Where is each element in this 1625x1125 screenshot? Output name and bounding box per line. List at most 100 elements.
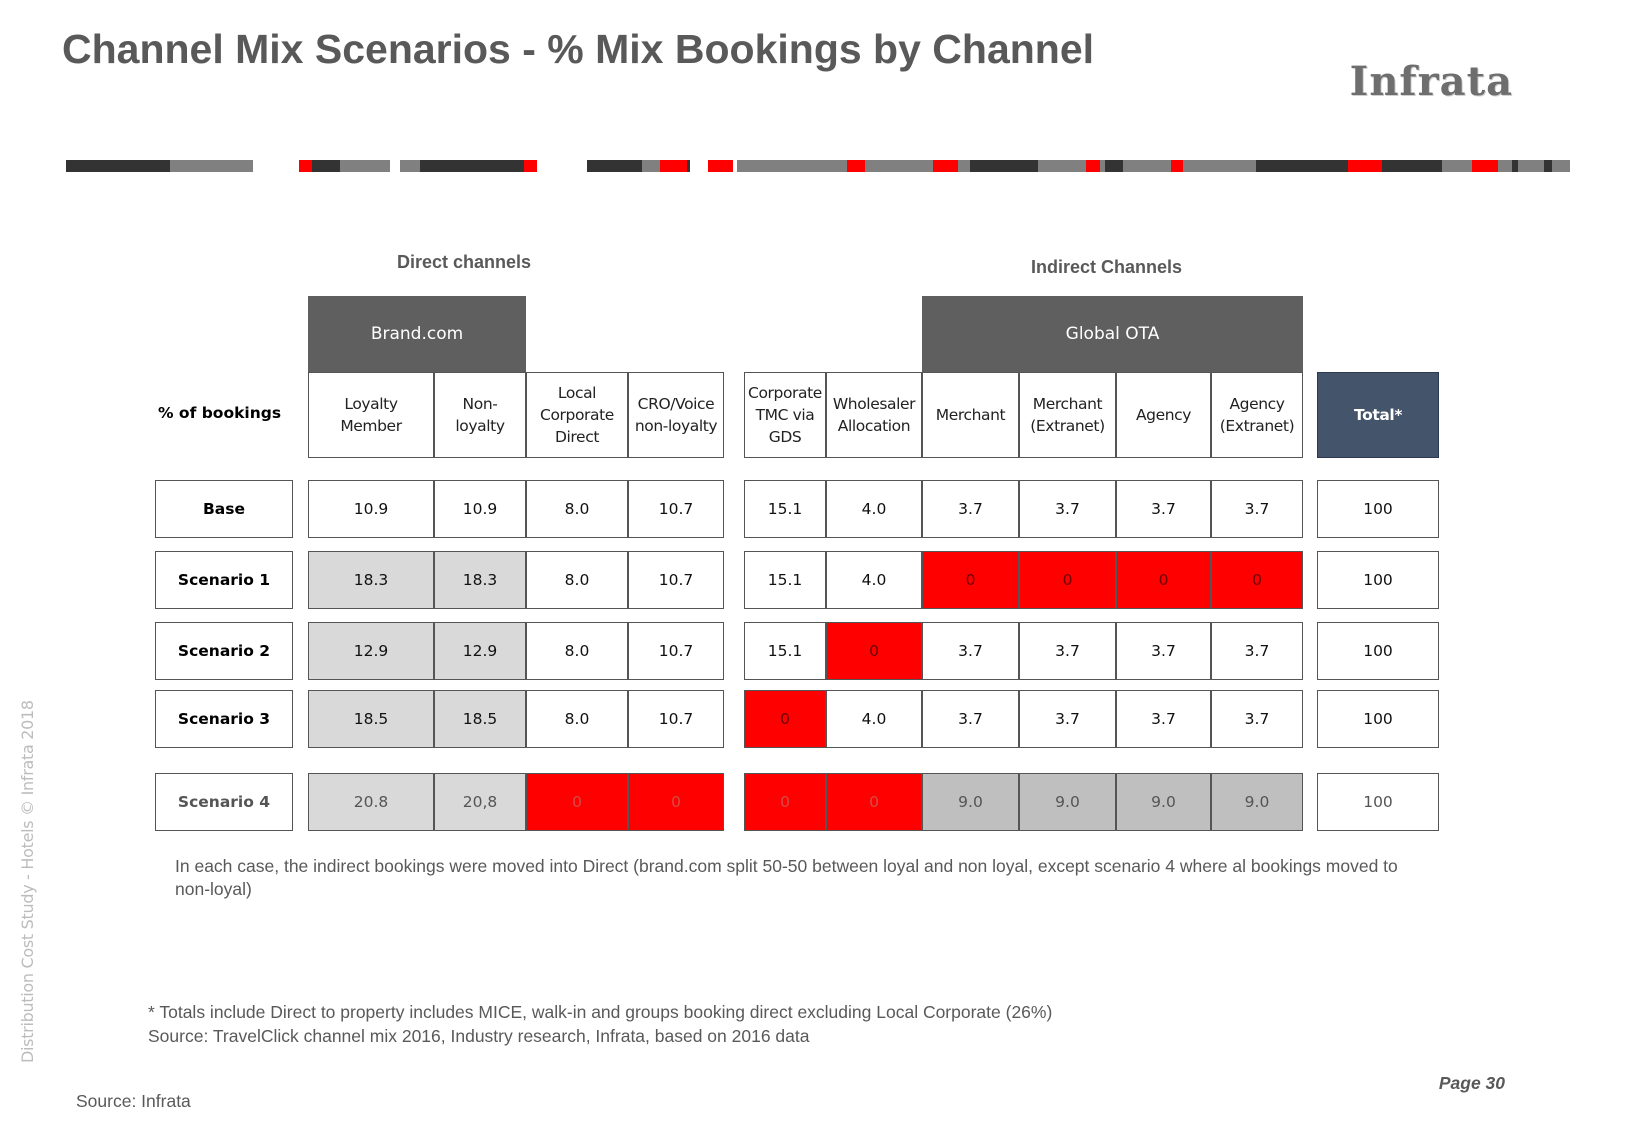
- stripe-segment: [1105, 160, 1123, 172]
- table-cell: 0: [922, 551, 1019, 609]
- column-header: Merchant (Extranet): [1019, 372, 1116, 458]
- stripe-segment: [1498, 160, 1512, 172]
- row-label: Scenario 1: [155, 551, 293, 609]
- stripe-segment: [1123, 160, 1171, 172]
- decorative-stripe: [0, 160, 1625, 172]
- table-cell: 15.1: [744, 480, 826, 538]
- table-cell: 0: [628, 773, 724, 831]
- stripe-segment: [1256, 160, 1348, 172]
- stripe-segment: [865, 160, 933, 172]
- table-cell: 3.7: [922, 480, 1019, 538]
- stripe-segment: [66, 160, 170, 172]
- total-column-header: Total*: [1317, 372, 1439, 458]
- table-cell: 12.9: [434, 622, 526, 680]
- stripe-segment: [642, 160, 660, 172]
- source-label: Source: Infrata: [76, 1091, 191, 1111]
- column-header: Merchant: [922, 372, 1019, 458]
- column-header: Local Corporate Direct: [526, 372, 628, 458]
- table-cell: 8.0: [526, 480, 628, 538]
- table-cell: 3.7: [1116, 480, 1211, 538]
- row-label: Scenario 4: [155, 773, 293, 831]
- stripe-segment: [660, 160, 687, 172]
- total-cell: 100: [1317, 551, 1439, 609]
- stripe-segment: [1472, 160, 1498, 172]
- stripe-segment: [1552, 160, 1570, 172]
- table-cell: 0: [744, 690, 826, 748]
- table-cell: 0: [526, 773, 628, 831]
- row-header-label: % of bookings: [158, 404, 282, 422]
- scenario-note: In each case, the indirect bookings were…: [175, 856, 1398, 899]
- table-cell: 0: [744, 773, 826, 831]
- table-cell: 3.7: [1019, 622, 1116, 680]
- table-cell: 0: [826, 622, 922, 680]
- page-number: Page 30: [1438, 1073, 1505, 1093]
- table-cell: 10.7: [628, 480, 724, 538]
- column-header: Loyalty Member: [308, 372, 434, 458]
- stripe-segment: [1512, 160, 1518, 172]
- direct-channels-title: Direct channels: [397, 252, 532, 272]
- table-cell: 10.7: [628, 622, 724, 680]
- data-source-footnote: Source: TravelClick channel mix 2016, In…: [148, 1026, 810, 1046]
- stripe-segment: [312, 160, 340, 172]
- stripe-segment: [340, 160, 390, 172]
- column-header: Corporate TMC via GDS: [744, 372, 826, 458]
- stripe-segment: [524, 160, 537, 172]
- table-cell: 3.7: [1116, 690, 1211, 748]
- column-header: Agency: [1116, 372, 1211, 458]
- infrata-logo: Infrata: [1349, 58, 1513, 105]
- page-title: Channel Mix Scenarios - % Mix Bookings b…: [62, 26, 1095, 72]
- table-cell: 3.7: [1211, 480, 1303, 538]
- table-cell: 3.7: [1116, 622, 1211, 680]
- stripe-segment: [737, 160, 847, 172]
- stripe-segment: [1382, 160, 1442, 172]
- stripe-segment: [299, 160, 312, 172]
- table-cell: 3.7: [1019, 480, 1116, 538]
- totals-footnote: * Totals include Direct to property incl…: [148, 1002, 1053, 1022]
- stripe-segment: [1518, 160, 1544, 172]
- stripe-segment: [847, 160, 865, 172]
- stripe-segment: [1038, 160, 1086, 172]
- table-cell: 10.9: [308, 480, 434, 538]
- table-cell: 0: [1116, 551, 1211, 609]
- stripe-segment: [708, 160, 733, 172]
- table-cell: 8.0: [526, 551, 628, 609]
- table-cell: 9.0: [922, 773, 1019, 831]
- indirect-channels-title: Indirect Channels: [1031, 257, 1183, 277]
- table-cell: 20,8: [434, 773, 526, 831]
- stripe-segment: [1100, 160, 1105, 172]
- table-cell: 0: [1211, 551, 1303, 609]
- column-header: CRO/Voice non-loyalty: [628, 372, 724, 458]
- table-cell: 20.8: [308, 773, 434, 831]
- table-cell: 3.7: [1211, 622, 1303, 680]
- total-cell: 100: [1317, 480, 1439, 538]
- table-cell: 3.7: [1211, 690, 1303, 748]
- table-cell: 15.1: [744, 622, 826, 680]
- row-label: Base: [155, 480, 293, 538]
- table-cell: 15.1: [744, 551, 826, 609]
- table-cell: 4.0: [826, 690, 922, 748]
- stripe-segment: [170, 160, 253, 172]
- total-cell: 100: [1317, 773, 1439, 831]
- table-cell: 0: [1019, 551, 1116, 609]
- table-cell: 3.7: [922, 622, 1019, 680]
- stripe-segment: [1086, 160, 1100, 172]
- table-cell: 8.0: [526, 690, 628, 748]
- stripe-segment: [1442, 160, 1472, 172]
- stripe-segment: [687, 160, 690, 172]
- column-header: Non-loyalty: [434, 372, 526, 458]
- table-cell: 9.0: [1116, 773, 1211, 831]
- stripe-segment: [420, 160, 524, 172]
- stripe-segment: [1544, 160, 1552, 172]
- row-label: Scenario 2: [155, 622, 293, 680]
- table-cell: 0: [826, 773, 922, 831]
- table-cell: 18.3: [434, 551, 526, 609]
- table-cell: 9.0: [1019, 773, 1116, 831]
- table-cell: 3.7: [922, 690, 1019, 748]
- stripe-segment: [400, 160, 420, 172]
- total-cell: 100: [1317, 690, 1439, 748]
- table-cell: 18.3: [308, 551, 434, 609]
- stripe-segment: [1171, 160, 1183, 172]
- table-cell: 10.9: [434, 480, 526, 538]
- stripe-segment: [933, 160, 958, 172]
- total-cell: 100: [1317, 622, 1439, 680]
